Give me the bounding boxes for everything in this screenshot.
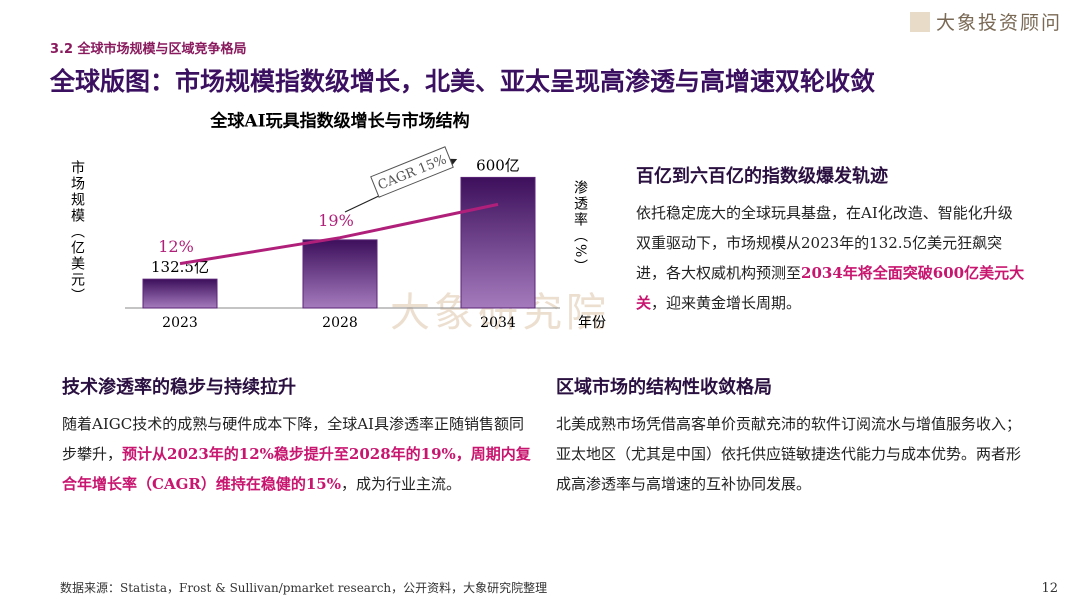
body-text: ，迎来黄金增长周期。 <box>651 294 802 312</box>
y2-axis-label: 渗透率（%） <box>572 180 588 275</box>
source: 数据来源：Statista，Frost & Sullivan/pmarket r… <box>60 581 548 595</box>
section-heading: 百亿到六百亿的指数级爆发轨迹 <box>636 166 888 187</box>
x-tick-label: 2028 <box>322 315 358 331</box>
penetration-line <box>179 202 499 266</box>
section-body: 北美成熟市场凭借高客单价贡献充沛的软件订阅流水与增值服务收入；亚太地区（尤其是中… <box>556 409 1026 499</box>
line-value-label: 12% <box>158 237 194 256</box>
bar-value-label: 600亿 <box>476 156 520 174</box>
line-value-label: 19% <box>318 211 354 230</box>
body-text: 依托稳定庞大的全球玩具基盘，在AI化改造、智能化升级双重驱动下，市场规模从202… <box>636 204 1013 282</box>
x-tick-label: 2034 <box>480 315 516 331</box>
cagr-frame <box>370 146 454 198</box>
highlight-text: 预计从2023年的12%稳步提升至2028年的19%，周期内复合年增长率（CAG… <box>62 445 531 493</box>
chart: 全球AI玩具指数级增长与市场结构 市场规模（亿美元） 渗透率（%） 年份 CAG… <box>69 111 606 332</box>
x-tick-label: 2023 <box>162 315 198 331</box>
x-axis-label: 年份 <box>578 315 606 331</box>
page-number: 12 <box>1041 581 1058 596</box>
section-heading: 区域市场的结构性收敛格局 <box>556 377 772 398</box>
slide-title: 全球版图：市场规模指数级增长，北美、亚太呈现高渗透与高增速双轮收敛 <box>50 67 876 96</box>
y-axis-label: 市场规模（亿美元） <box>69 159 85 304</box>
highlight-text: 2034年将全面突破600亿美元大关 <box>636 264 1025 312</box>
chart-title: 全球AI玩具指数级增长与市场结构 <box>209 111 469 132</box>
bar <box>460 176 536 309</box>
body-text: 北美成熟市场凭借高客单价贡献充沛的软件订阅流水与增值服务收入；亚太地区（尤其是中… <box>556 415 1022 493</box>
bar <box>142 278 218 309</box>
cagr-box: CAGR 15% <box>370 146 454 198</box>
body-text: ，成为行业主流。 <box>340 475 461 493</box>
bar <box>302 239 378 309</box>
section-heading: 技术渗透率的稳步与持续拉升 <box>62 377 296 398</box>
logo: 大象投资顾问 <box>910 8 1062 35</box>
section-label: 3.2 全球市场规模与区域竞争格局 <box>50 42 247 57</box>
section-body: 随着AIGC技术的成熟与硬件成本下降，全球AI具渗透率正随销售额同步攀升，预计从… <box>62 409 532 499</box>
section-body: 依托稳定庞大的全球玩具基盘，在AI化改造、智能化升级双重驱动下，市场规模从202… <box>636 198 1026 318</box>
body-text: 随着AIGC技术的成熟与硬件成本下降，全球AI具渗透率正随销售额同步攀升， <box>62 415 524 463</box>
